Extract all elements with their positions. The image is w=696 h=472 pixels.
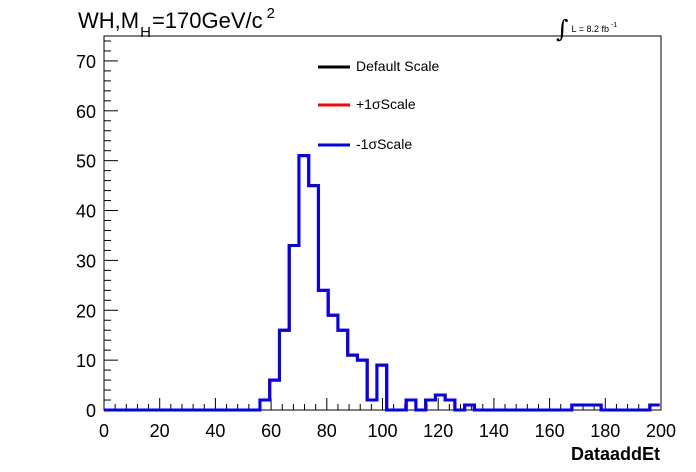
y-tick-label: 60 [76,102,96,122]
title-main: WH,M [78,8,140,33]
x-axis-label: DataaddEt [570,444,660,464]
y-tick-label: 30 [76,251,96,271]
title-superscript: 2 [266,5,275,22]
y-tick-label: 50 [76,152,96,172]
x-tick-label: 200 [646,421,676,441]
x-tick-label: 80 [317,421,337,441]
legend-label-plus1sigma: +1σScale [356,96,416,112]
chart-title: WH,MH=170GeV/c 2 [78,5,275,41]
legend-label-minus1sigma: -1σScale [356,136,413,152]
y-tick-label: 10 [76,351,96,371]
x-tick-label: 180 [590,421,620,441]
luminosity-text: L = 8.2 fb [571,24,609,34]
x-tick-label: 60 [261,421,281,441]
title-rest: =170GeV/c [151,8,263,33]
x-tick-label: 120 [423,421,453,441]
x-tick-label: 0 [99,421,109,441]
luminosity-label: ∫ L = 8.2 fb -1 [556,10,618,43]
histogram-series-minus1sigma [104,154,660,412]
y-tick-label: 70 [76,52,96,72]
y-tick-label: 0 [86,401,96,421]
title-subscript: H [140,24,151,41]
x-tick-label: 20 [150,421,170,441]
x-tick-label: 140 [479,421,509,441]
legend-label-default: Default Scale [356,58,440,74]
luminosity-superscript: -1 [610,22,618,29]
x-tick-label: 40 [205,421,225,441]
histogram-series-default [104,154,660,412]
x-tick-label: 100 [367,421,397,441]
histogram-series-plus1sigma [104,154,660,412]
y-tick-label: 40 [76,202,96,222]
y-tick-label: 20 [76,301,96,321]
x-tick-label: 160 [535,421,565,441]
integral-symbol: ∫ [556,15,569,43]
plot-frame [103,35,662,411]
